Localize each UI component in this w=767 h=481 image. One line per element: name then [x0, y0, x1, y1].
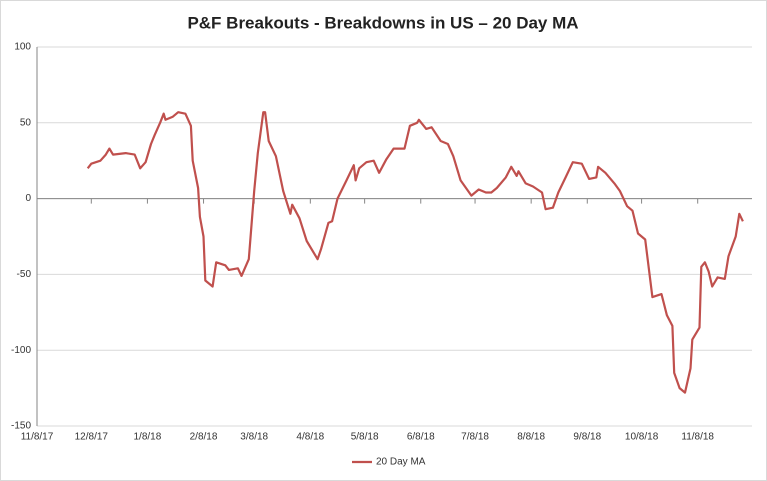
x-tick-label: 3/8/18: [240, 432, 268, 443]
x-tick-label: 7/8/18: [461, 432, 489, 443]
y-tick-label: -150: [11, 421, 31, 432]
y-tick-label: -50: [17, 269, 32, 280]
chart-title: P&F Breakouts - Breakdowns in US – 20 Da…: [187, 13, 578, 32]
x-tick-label: 1/8/18: [134, 432, 162, 443]
y-tick-label: 100: [14, 42, 31, 53]
y-tick-label: -100: [11, 345, 31, 356]
x-tick-label: 10/8/18: [625, 432, 659, 443]
x-tick-label: 5/8/18: [351, 432, 379, 443]
y-tick-label: 0: [25, 193, 31, 204]
x-tick-label: 11/8/18: [681, 432, 714, 443]
x-tick-label: 6/8/18: [407, 432, 435, 443]
x-tick-label: 11/8/17: [21, 432, 54, 443]
x-tick-label: 9/8/18: [573, 432, 601, 443]
x-tick-label: 8/8/18: [517, 432, 545, 443]
y-tick-label: 50: [20, 117, 32, 128]
data-line: [86, 111, 744, 394]
legend-label: 20 Day MA: [376, 457, 426, 468]
x-tick-label: 2/8/18: [190, 432, 218, 443]
x-tick-label: 4/8/18: [296, 432, 324, 443]
x-tick-label: 12/8/17: [75, 432, 109, 443]
